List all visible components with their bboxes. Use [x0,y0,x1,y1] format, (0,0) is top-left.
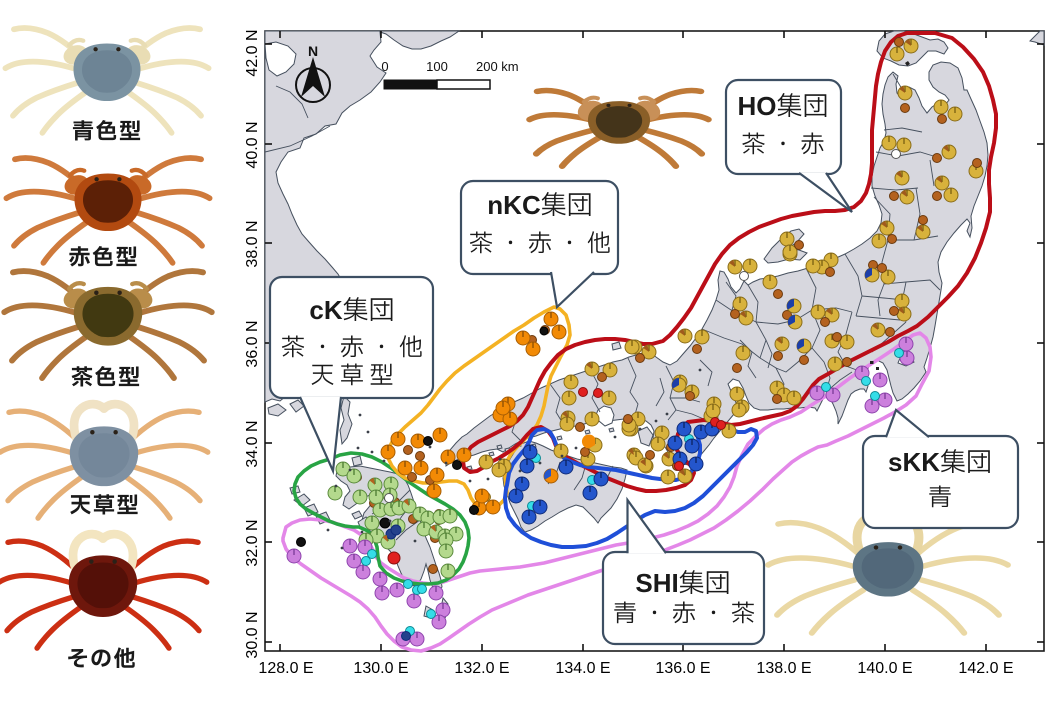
svg-text:100: 100 [426,59,448,74]
svg-text:HO: HO [738,91,777,121]
svg-text:200 km: 200 km [476,59,519,74]
svg-text:SHI: SHI [635,568,678,598]
svg-text:N: N [308,43,318,59]
svg-text:sKK: sKK [888,447,940,477]
svg-text:nKC: nKC [487,190,541,220]
svg-text:cK: cK [309,295,342,325]
svg-text:0: 0 [381,59,388,74]
